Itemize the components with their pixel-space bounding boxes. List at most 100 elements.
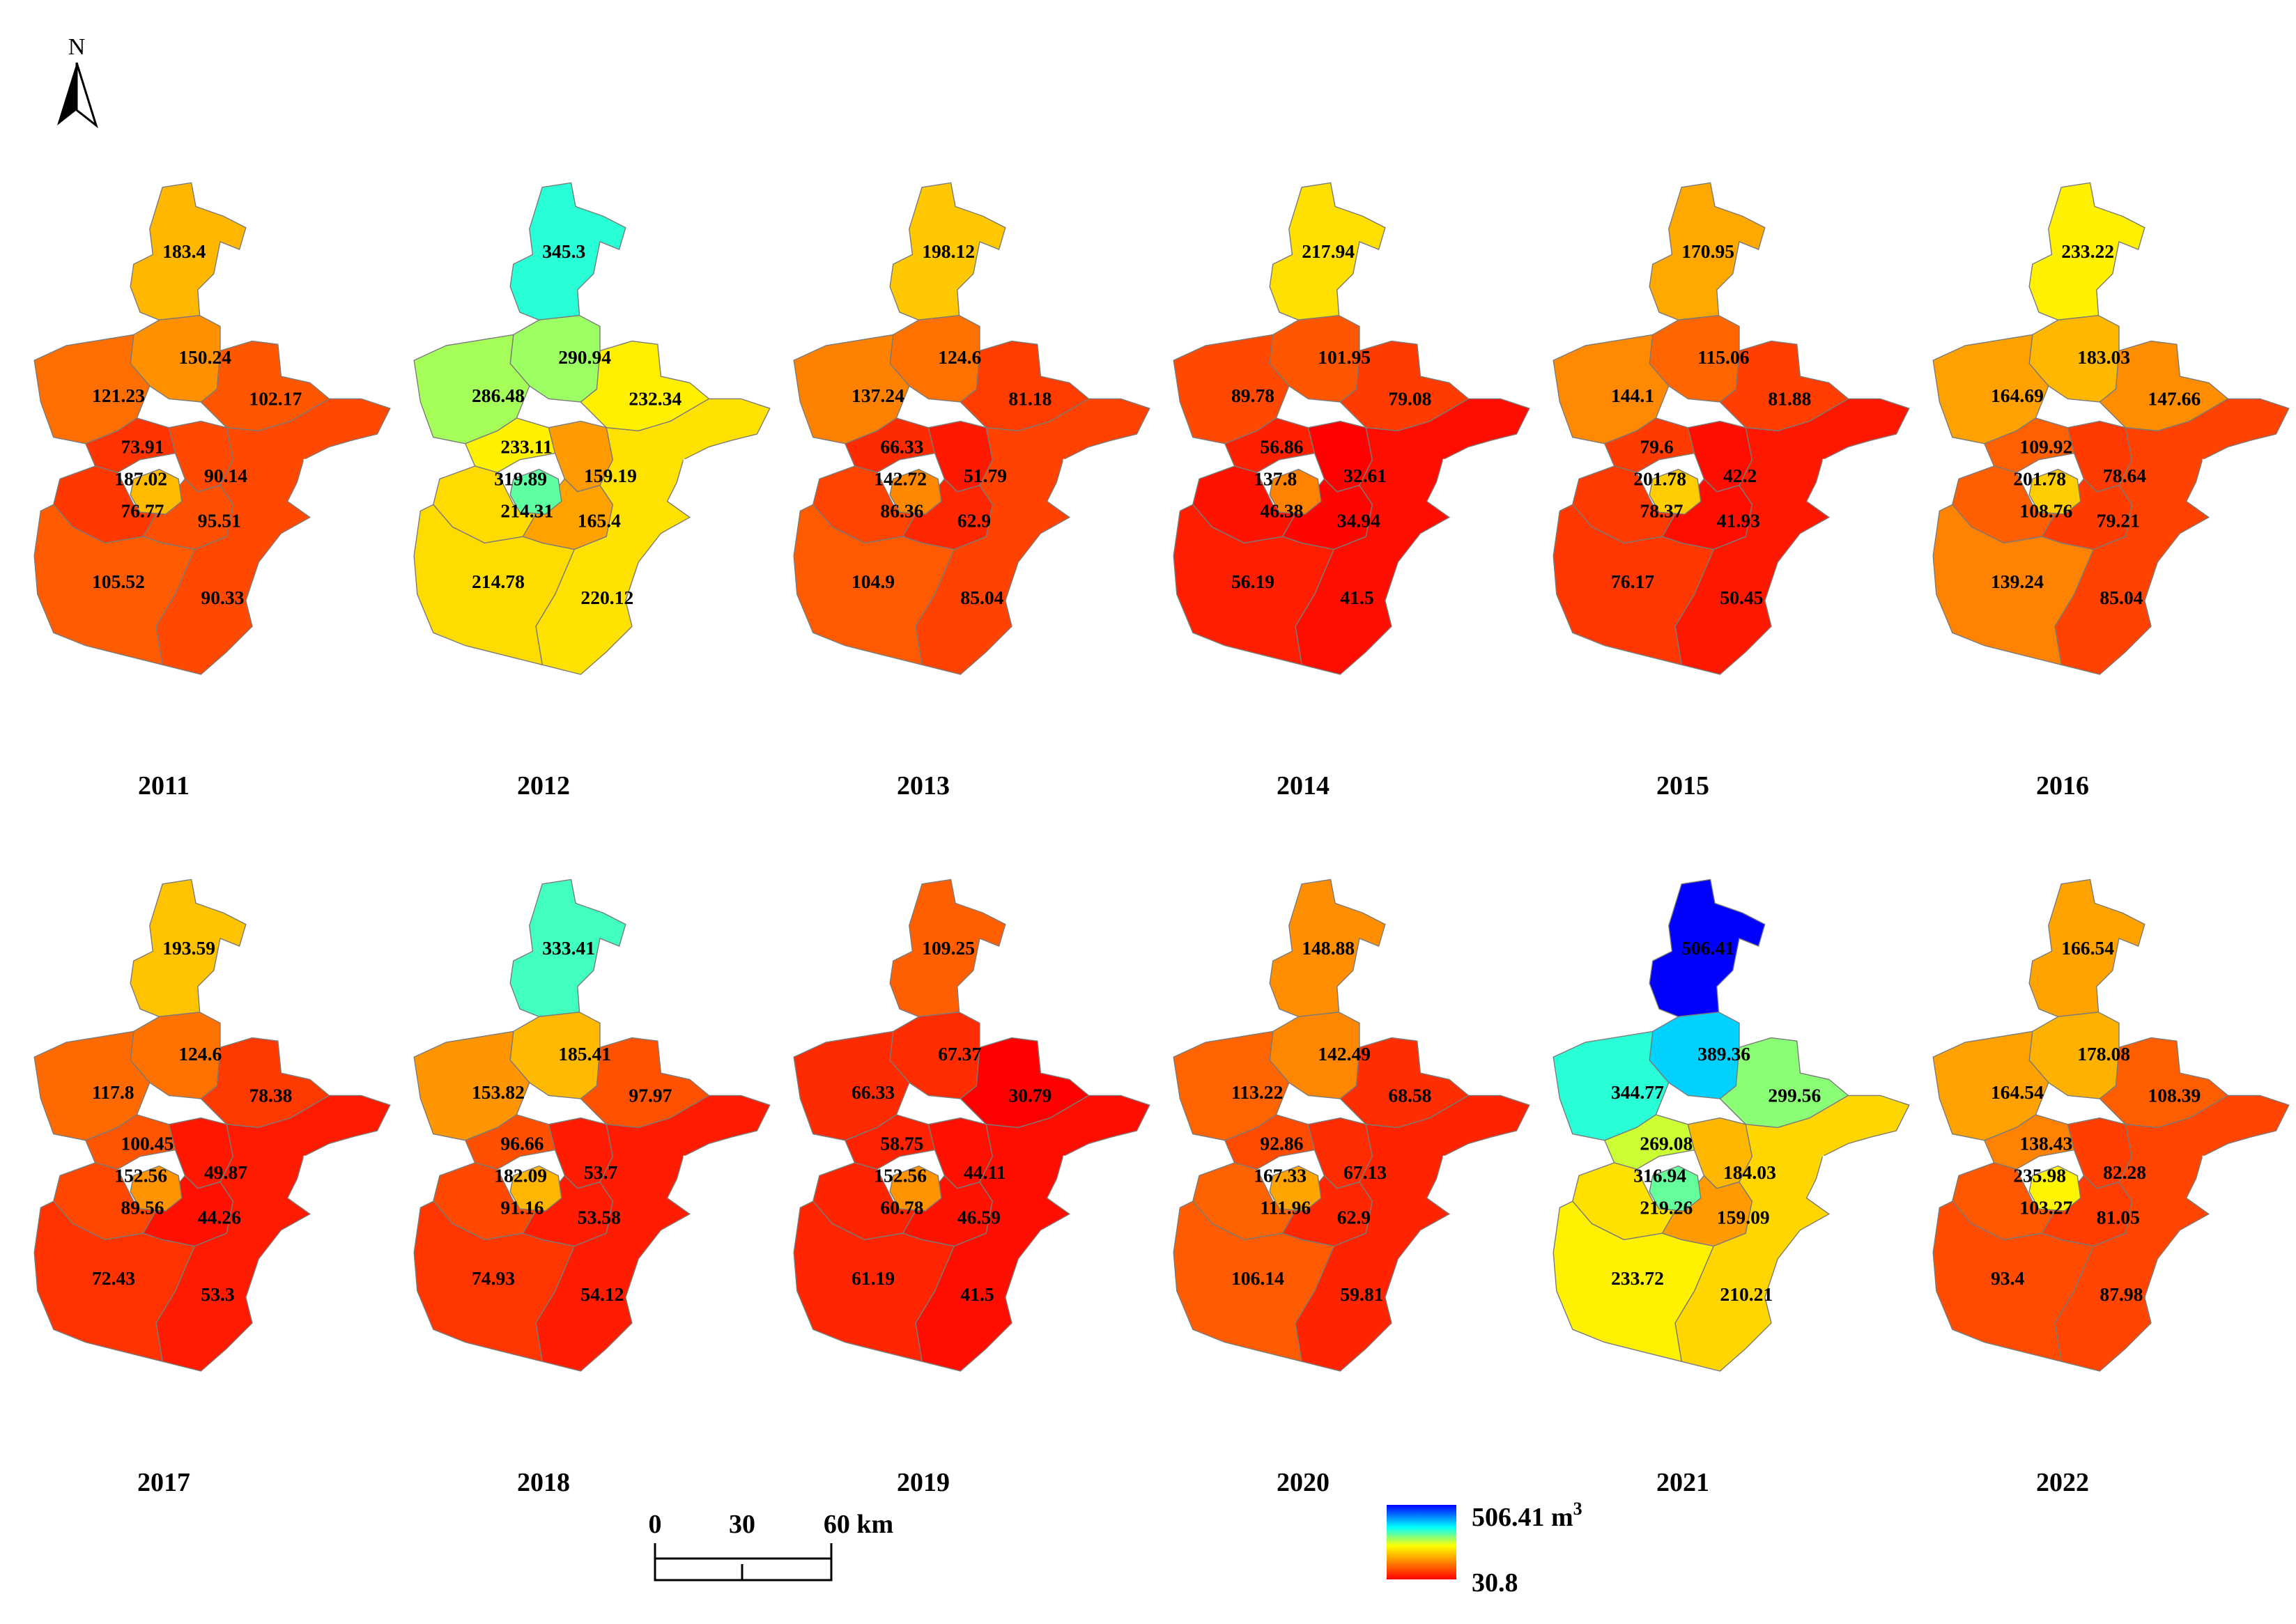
value-xiqing: 86.36 — [880, 500, 923, 522]
value-dongli: 44.11 — [964, 1161, 1006, 1183]
district-jizhou — [509, 879, 626, 1017]
port-outline — [2201, 1155, 2230, 1208]
port-outline — [1821, 1155, 1850, 1208]
map-panel-2020: 148.88 142.49 113.22 68.58 92.86 67.13 111.96 6… — [1173, 879, 1530, 1372]
value-jinghai: 105.52 — [92, 571, 145, 592]
value-jinghai: 106.14 — [1231, 1267, 1284, 1289]
district-jinghai — [33, 504, 196, 666]
district-jinghai — [1932, 504, 2095, 666]
value-urban: 201.78 — [2013, 468, 2066, 490]
value-jinnan: 34.94 — [1337, 509, 1380, 531]
value-ninghe: 147.66 — [2148, 388, 2201, 410]
value-ninghe: 81.18 — [1008, 388, 1051, 410]
year-label-2020: 2020 — [1277, 1468, 1330, 1497]
value-wuqing: 66.33 — [852, 1081, 895, 1103]
district-jinghai — [413, 504, 576, 666]
value-urban: 235.98 — [2013, 1165, 2066, 1186]
district-binhai — [2054, 398, 2290, 675]
district-binhai — [1295, 1095, 1530, 1372]
value-jizhou: 109.25 — [922, 937, 975, 959]
port-outline — [1441, 1155, 1470, 1208]
north-arrow: N — [57, 34, 98, 129]
value-binhai: 210.21 — [1720, 1283, 1773, 1305]
value-dongli: 67.13 — [1343, 1161, 1387, 1183]
value-jizhou: 148.88 — [1302, 937, 1355, 959]
district-binhai — [1674, 1095, 1910, 1372]
map-panel-2012: 345.3 290.94 286.48 232.34 233.11 159.19 214.3… — [413, 182, 771, 675]
value-jinghai: 104.9 — [852, 571, 895, 592]
port-outline — [1441, 458, 1470, 511]
value-dongli: 53.7 — [584, 1161, 617, 1183]
legend-min-label: 30.8 — [1472, 1568, 1518, 1598]
value-jinghai: 214.78 — [472, 571, 525, 592]
scale-bar: 0 30 60 km — [649, 1510, 893, 1582]
value-beichen: 58.75 — [880, 1133, 923, 1154]
value-jizhou: 183.4 — [162, 240, 206, 262]
district-jizhou — [1269, 182, 1386, 320]
value-ninghe: 30.79 — [1008, 1085, 1051, 1106]
value-jinghai: 74.93 — [472, 1267, 515, 1289]
value-beichen: 109.92 — [2019, 436, 2072, 458]
map-panel-2017: 193.59 124.6 117.8 78.38 100.45 49.87 89.56 44.… — [33, 879, 391, 1372]
map-panel-2016: 233.22 183.03 164.69 147.66 109.92 78.64 108.7… — [1932, 182, 2290, 675]
scale-label-0: 0 — [649, 1510, 662, 1539]
district-jinghai — [1553, 504, 1715, 666]
north-label: N — [68, 34, 86, 60]
value-baodi: 185.41 — [558, 1043, 611, 1065]
value-jinghai: 61.19 — [852, 1267, 895, 1289]
value-jizhou: 217.94 — [1302, 240, 1355, 262]
map-panel-2014: 217.94 101.95 89.78 79.08 56.86 32.61 46.38 34.… — [1173, 182, 1530, 675]
value-xiqing: 91.16 — [500, 1197, 544, 1219]
value-binhai: 85.04 — [960, 587, 1003, 608]
value-urban: 137.8 — [1254, 468, 1297, 490]
value-wuqing: 113.22 — [1231, 1081, 1283, 1103]
value-baodi: 115.06 — [1697, 346, 1749, 368]
value-dongli: 184.03 — [1723, 1161, 1776, 1183]
value-jizhou: 345.3 — [542, 240, 585, 262]
district-jinghai — [1553, 1200, 1715, 1363]
value-baodi: 178.08 — [2077, 1043, 2130, 1065]
value-beichen: 66.33 — [880, 436, 923, 458]
map-panel-2022: 166.54 178.08 164.54 108.39 138.43 82.28 103.2… — [1932, 879, 2290, 1372]
port-outline — [302, 1155, 331, 1208]
district-binhai — [155, 398, 391, 675]
year-label-2011: 2011 — [138, 771, 190, 801]
port-outline — [302, 458, 331, 511]
value-jizhou: 193.59 — [162, 937, 215, 959]
value-baodi: 124.6 — [938, 346, 981, 368]
value-jizhou: 166.54 — [2061, 937, 2114, 959]
port-outline — [1821, 458, 1850, 511]
value-binhai: 85.04 — [2099, 587, 2143, 608]
district-jizhou — [1649, 182, 1766, 320]
district-urban — [1269, 1165, 1322, 1212]
value-baodi: 67.37 — [938, 1043, 981, 1065]
value-dongli: 42.2 — [1723, 465, 1757, 486]
value-urban: 201.78 — [1633, 468, 1686, 490]
value-dongli: 49.87 — [204, 1161, 247, 1183]
district-binhai — [535, 1095, 771, 1372]
district-binhai — [2054, 1095, 2290, 1372]
district-urban — [889, 468, 942, 515]
value-binhai: 90.33 — [201, 587, 244, 608]
value-beichen: 56.86 — [1260, 436, 1303, 458]
value-dongli: 90.14 — [204, 465, 247, 486]
value-dongli: 159.19 — [584, 465, 637, 486]
value-ninghe: 79.08 — [1388, 388, 1431, 410]
value-wuqing: 164.69 — [1991, 385, 2044, 406]
legend-color-ramp — [1387, 1505, 1456, 1579]
value-ninghe: 81.88 — [1768, 388, 1811, 410]
map-grid: 183.4 150.24 121.23 102.17 73.91 90.14 76.77 95… — [33, 182, 2290, 1497]
value-baodi: 142.49 — [1318, 1043, 1371, 1065]
value-wuqing: 121.23 — [92, 385, 145, 406]
value-binhai: 220.12 — [580, 587, 633, 608]
year-label-2021: 2021 — [1656, 1468, 1709, 1497]
district-binhai — [155, 1095, 391, 1372]
value-jinghai: 139.24 — [1991, 571, 2044, 592]
value-binhai: 53.3 — [201, 1283, 234, 1305]
value-jinghai: 72.43 — [92, 1267, 135, 1289]
district-jinghai — [1173, 504, 1335, 666]
value-jinnan: 46.59 — [957, 1206, 1001, 1228]
value-urban: 316.94 — [1633, 1165, 1686, 1186]
